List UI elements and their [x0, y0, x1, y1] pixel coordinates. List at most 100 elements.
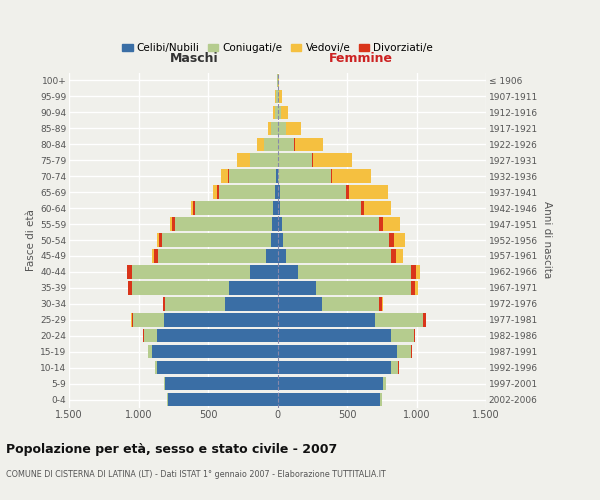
Bar — [143, 329, 144, 342]
Text: Popolazione per età, sesso e stato civile - 2007: Popolazione per età, sesso e stato civil… — [6, 442, 337, 456]
Bar — [286, 122, 301, 135]
Bar — [380, 392, 382, 406]
Bar — [193, 202, 196, 215]
Bar — [379, 218, 383, 231]
Bar — [278, 74, 279, 88]
Bar — [175, 218, 272, 231]
Bar — [415, 281, 418, 294]
Bar — [277, 106, 281, 119]
Bar — [276, 90, 277, 103]
Y-axis label: Fasce di età: Fasce di età — [26, 209, 36, 271]
Bar — [277, 202, 280, 215]
Bar — [127, 265, 131, 278]
Bar — [375, 313, 424, 326]
Bar — [332, 170, 371, 183]
Legend: Celibi/Nubili, Coniugati/e, Vedovi/e, Divorziati/e: Celibi/Nubili, Coniugati/e, Vedovi/e, Di… — [118, 39, 437, 58]
Bar — [274, 202, 277, 215]
Bar — [167, 392, 277, 406]
Bar — [277, 297, 322, 310]
Bar — [165, 377, 277, 390]
Bar — [391, 361, 398, 374]
Bar — [272, 218, 277, 231]
Bar — [164, 313, 277, 326]
Bar — [349, 186, 388, 199]
Bar — [322, 297, 379, 310]
Bar — [411, 345, 412, 358]
Bar — [221, 170, 228, 183]
Bar — [144, 329, 157, 342]
Bar — [383, 377, 386, 390]
Bar — [414, 329, 415, 342]
Bar — [277, 74, 278, 88]
Bar — [277, 170, 278, 183]
Bar — [277, 313, 375, 326]
Bar — [277, 265, 298, 278]
Bar — [313, 154, 352, 167]
Bar — [131, 281, 229, 294]
Bar — [277, 345, 397, 358]
Bar — [281, 218, 379, 231]
Bar — [411, 265, 416, 278]
Bar — [277, 249, 286, 262]
Bar — [295, 138, 323, 151]
Bar — [424, 313, 425, 326]
Bar — [250, 154, 277, 167]
Bar — [277, 218, 281, 231]
Bar — [229, 281, 277, 294]
Text: Maschi: Maschi — [170, 52, 218, 66]
Bar — [411, 281, 415, 294]
Bar — [229, 170, 276, 183]
Bar — [279, 90, 281, 103]
Bar — [277, 281, 316, 294]
Bar — [170, 218, 172, 231]
Bar — [152, 249, 154, 262]
Bar — [331, 170, 332, 183]
Bar — [389, 233, 394, 247]
Bar — [397, 249, 403, 262]
Bar — [394, 233, 404, 247]
Bar — [383, 218, 400, 231]
Bar — [275, 90, 276, 103]
Bar — [277, 377, 383, 390]
Bar — [277, 329, 391, 342]
Bar — [312, 154, 313, 167]
Bar — [157, 361, 277, 374]
Bar — [257, 138, 263, 151]
Bar — [164, 377, 165, 390]
Bar — [157, 329, 277, 342]
Bar — [266, 249, 277, 262]
Bar — [277, 122, 286, 135]
Bar — [271, 122, 277, 135]
Bar — [274, 106, 275, 119]
Text: COMUNE DI CISTERNA DI LATINA (LT) - Dati ISTAT 1° gennaio 2007 - Elaborazione TU: COMUNE DI CISTERNA DI LATINA (LT) - Dati… — [6, 470, 386, 479]
Y-axis label: Anni di nascita: Anni di nascita — [542, 202, 552, 278]
Bar — [263, 138, 277, 151]
Bar — [391, 249, 397, 262]
Bar — [157, 233, 158, 247]
Bar — [286, 249, 391, 262]
Bar — [154, 249, 158, 262]
Bar — [346, 186, 349, 199]
Bar — [416, 265, 420, 278]
Bar — [397, 345, 411, 358]
Bar — [277, 392, 380, 406]
Bar — [275, 186, 277, 199]
Bar — [224, 297, 277, 310]
Bar — [275, 106, 277, 119]
Bar — [133, 313, 164, 326]
Bar — [277, 186, 280, 199]
Text: Femmine: Femmine — [329, 52, 393, 66]
Bar — [191, 202, 193, 215]
Bar — [271, 233, 277, 247]
Bar — [277, 90, 279, 103]
Bar — [276, 170, 277, 183]
Bar — [278, 170, 331, 183]
Bar — [172, 218, 175, 231]
Bar — [391, 329, 414, 342]
Bar — [283, 233, 389, 247]
Bar — [158, 249, 266, 262]
Bar — [280, 186, 346, 199]
Bar — [196, 202, 274, 215]
Bar — [237, 154, 250, 167]
Bar — [250, 265, 277, 278]
